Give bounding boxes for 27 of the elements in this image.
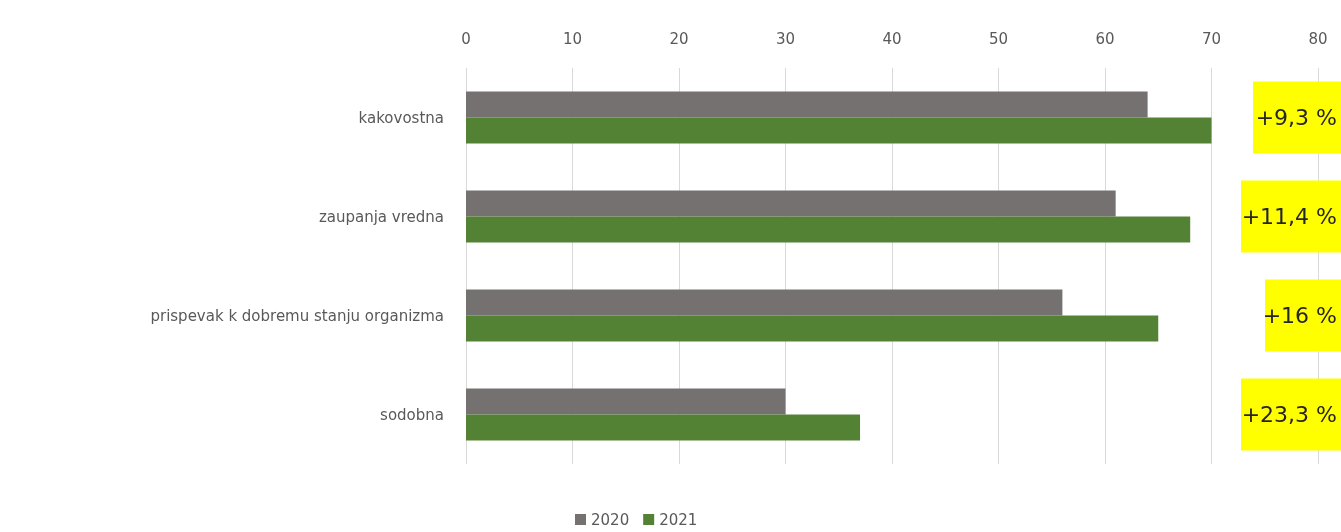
bar [466,388,786,415]
y-tick-label: zaupanja vredna [318,207,444,226]
x-tick-label: 10 [562,29,583,48]
bar [466,315,1159,342]
bar [466,117,1212,144]
bar [466,190,1116,217]
bar [466,289,1063,316]
bar [466,414,861,441]
x-tick-label: 70 [1201,29,1222,48]
y-tick-label: prispevak k dobremu stanju organizma [150,306,444,325]
annotation: +23,3 % [1241,402,1337,427]
annotation: +9,3 % [1255,105,1337,130]
legend-label: 2020 [591,510,630,529]
x-tick-label: 30 [775,29,796,48]
x-tick-label: 50 [988,29,1009,48]
bar [466,216,1191,243]
x-tick-label: 0 [461,29,471,48]
annotation: +11,4 % [1241,204,1337,229]
x-tick-label: 80 [1308,29,1328,48]
x-tick-label: 20 [669,29,689,48]
legend-label: 2021 [659,510,698,529]
x-tick-label: 60 [1095,29,1115,48]
y-tick-label: kakovostna [358,108,444,127]
bar [466,91,1148,118]
y-tick-label: sodobna [380,405,444,424]
x-tick-label: 40 [882,29,902,48]
annotation: +16 % [1262,303,1337,328]
